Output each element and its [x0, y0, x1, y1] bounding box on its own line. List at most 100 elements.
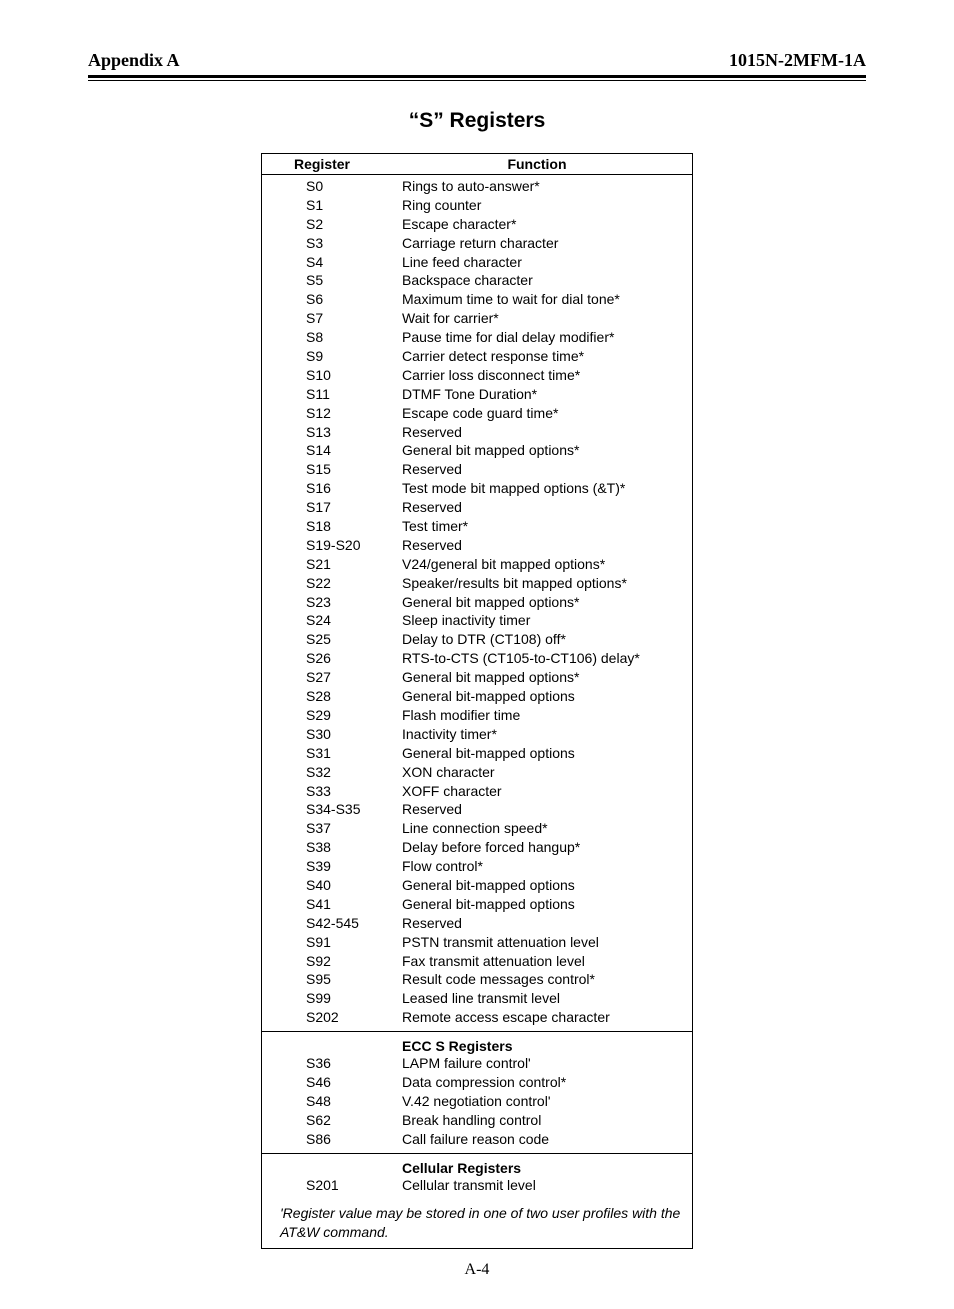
table-row: S1Ring counter — [262, 196, 692, 215]
table-row: S91PSTN transmit attenuation level — [262, 933, 692, 952]
table-row: S11DTMF Tone Duration* — [262, 385, 692, 404]
function-cell: Reserved — [402, 498, 692, 517]
table-row: S26RTS-to-CTS (CT105-to-CT106) delay* — [262, 649, 692, 668]
register-cell: S5 — [262, 271, 402, 290]
register-cell: S29 — [262, 706, 402, 725]
register-cell: S10 — [262, 366, 402, 385]
function-cell: Speaker/results bit mapped options* — [402, 574, 692, 593]
function-cell: Escape code guard time* — [402, 404, 692, 423]
register-cell: S62 — [262, 1111, 402, 1130]
function-cell: Break handling control — [402, 1111, 692, 1130]
function-cell: Flow control* — [402, 857, 692, 876]
register-cell: S9 — [262, 347, 402, 366]
table-row: S40General bit-mapped options — [262, 876, 692, 895]
table-row: S39Flow control* — [262, 857, 692, 876]
table-row: S25Delay to DTR (CT108) off* — [262, 630, 692, 649]
function-cell: Cellular transmit level — [402, 1176, 692, 1195]
table-row: S23General bit mapped options* — [262, 593, 692, 612]
header-rule — [88, 75, 866, 81]
register-cell: S3 — [262, 234, 402, 253]
function-cell: LAPM failure control' — [402, 1054, 692, 1073]
register-cell: S14 — [262, 441, 402, 460]
register-cell: S41 — [262, 895, 402, 914]
register-cell: S18 — [262, 517, 402, 536]
register-cell: S2 — [262, 215, 402, 234]
function-cell: Call failure reason code — [402, 1130, 692, 1149]
function-cell: Line connection speed* — [402, 819, 692, 838]
table-row: S16Test mode bit mapped options (&T)* — [262, 479, 692, 498]
register-cell: S25 — [262, 630, 402, 649]
function-cell: Leased line transmit level — [402, 989, 692, 1008]
register-cell: S92 — [262, 952, 402, 971]
function-cell: General bit-mapped options — [402, 687, 692, 706]
table-row: S10Carrier loss disconnect time* — [262, 366, 692, 385]
register-cell: S202 — [262, 1008, 402, 1027]
register-cell: S46 — [262, 1073, 402, 1092]
register-cell: S6 — [262, 290, 402, 309]
table-row: S202Remote access escape character — [262, 1008, 692, 1027]
function-cell: Test timer* — [402, 517, 692, 536]
register-cell: S36 — [262, 1054, 402, 1073]
function-cell: Pause time for dial delay modifier* — [402, 328, 692, 347]
table-row: S19-S20Reserved — [262, 536, 692, 555]
register-cell: S0 — [262, 177, 402, 196]
register-cell: S32 — [262, 763, 402, 782]
table-row: S36LAPM failure control' — [262, 1054, 692, 1073]
register-cell: S22 — [262, 574, 402, 593]
function-cell: Carrier loss disconnect time* — [402, 366, 692, 385]
table-row: S38Delay before forced hangup* — [262, 838, 692, 857]
register-cell: S21 — [262, 555, 402, 574]
function-cell: Wait for carrier* — [402, 309, 692, 328]
table-row: S18Test timer* — [262, 517, 692, 536]
function-cell: Sleep inactivity timer — [402, 611, 692, 630]
table-section: S0Rings to auto-answer*S1Ring counterS2E… — [262, 175, 692, 1032]
register-cell: S1 — [262, 196, 402, 215]
register-cell: S48 — [262, 1092, 402, 1111]
table-row: S28General bit-mapped options — [262, 687, 692, 706]
table-row: S33XOFF character — [262, 782, 692, 801]
function-cell: Remote access escape character — [402, 1008, 692, 1027]
register-cell: S39 — [262, 857, 402, 876]
function-cell: RTS-to-CTS (CT105-to-CT106) delay* — [402, 649, 692, 668]
function-cell: General bit-mapped options — [402, 895, 692, 914]
function-cell: Flash modifier time — [402, 706, 692, 725]
register-cell: S11 — [262, 385, 402, 404]
function-cell: Result code messages control* — [402, 970, 692, 989]
function-cell: Reserved — [402, 460, 692, 479]
table-row: S86Call failure reason code — [262, 1130, 692, 1149]
table-section: ECC S RegistersS36LAPM failure control'S… — [262, 1032, 692, 1153]
function-cell: Test mode bit mapped options (&T)* — [402, 479, 692, 498]
table-row: S29Flash modifier time — [262, 706, 692, 725]
table-row: S9Carrier detect response time* — [262, 347, 692, 366]
table-row: S30Inactivity timer* — [262, 725, 692, 744]
table-row: S201Cellular transmit level — [262, 1176, 692, 1195]
function-cell: General bit-mapped options — [402, 876, 692, 895]
function-cell: PSTN transmit attenuation level — [402, 933, 692, 952]
table-row: S6Maximum time to wait for dial tone* — [262, 290, 692, 309]
table-row: S48V.42 negotiation control' — [262, 1092, 692, 1111]
function-cell: General bit mapped options* — [402, 668, 692, 687]
register-cell: S17 — [262, 498, 402, 517]
register-cell: S13 — [262, 423, 402, 442]
table-row: S17Reserved — [262, 498, 692, 517]
function-cell: Escape character* — [402, 215, 692, 234]
header-right: 1015N-2MFM-1A — [729, 50, 866, 71]
function-cell: DTMF Tone Duration* — [402, 385, 692, 404]
table-row: S34-S35Reserved — [262, 800, 692, 819]
function-cell: Carriage return character — [402, 234, 692, 253]
register-cell: S15 — [262, 460, 402, 479]
page: Appendix A 1015N-2MFM-1A “S” Registers R… — [0, 0, 954, 1309]
table-row: S41General bit-mapped options — [262, 895, 692, 914]
header-left: Appendix A — [88, 50, 180, 71]
function-cell: Reserved — [402, 536, 692, 555]
register-cell: S33 — [262, 782, 402, 801]
function-cell: V24/general bit mapped options* — [402, 555, 692, 574]
section-title: Cellular Registers — [262, 1156, 692, 1176]
footnote: 'Register value may be stored in one of … — [262, 1198, 692, 1248]
table-section: Cellular RegistersS201Cellular transmit … — [262, 1154, 692, 1199]
sections-container: S0Rings to auto-answer*S1Ring counterS2E… — [262, 175, 692, 1198]
table-row: S21V24/general bit mapped options* — [262, 555, 692, 574]
function-cell: Maximum time to wait for dial tone* — [402, 290, 692, 309]
page-title: “S” Registers — [88, 109, 866, 133]
register-cell: S38 — [262, 838, 402, 857]
